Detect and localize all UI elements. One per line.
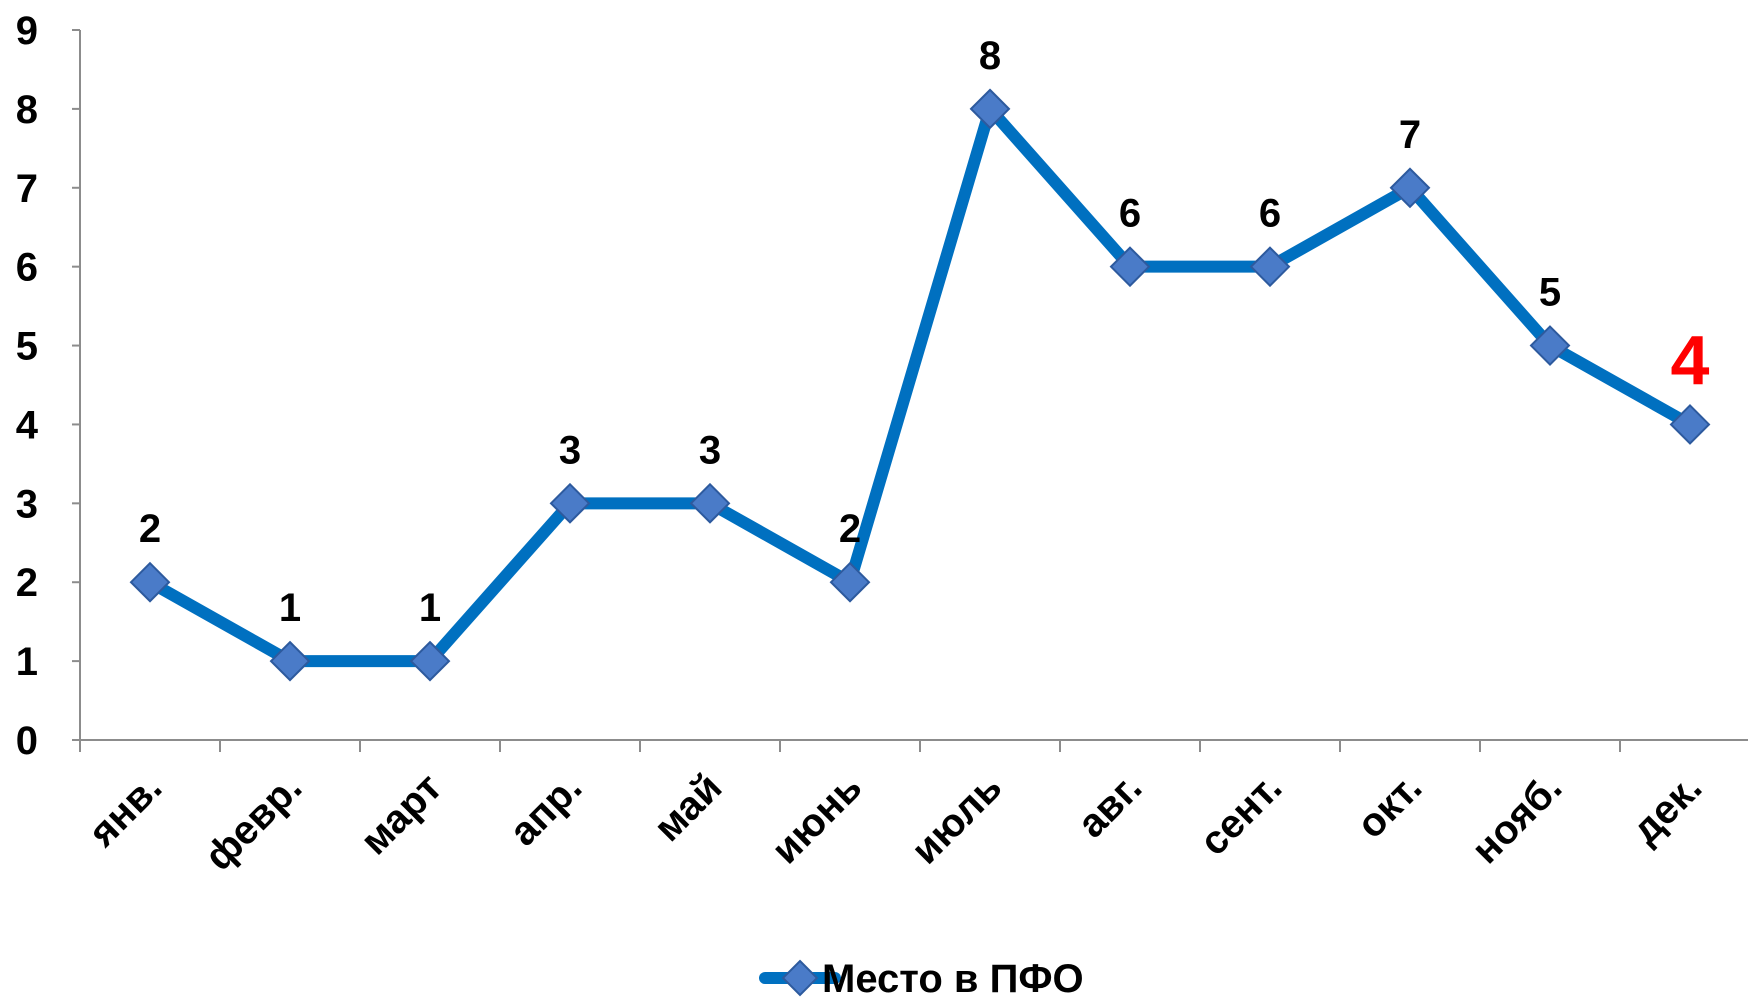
x-tick-label: окт. [1349,765,1431,847]
x-tick-label: июнь [763,765,870,872]
data-point-marker [269,640,311,682]
data-label: 5 [1539,271,1561,315]
y-tick-label: 2 [16,561,38,605]
data-label: 2 [139,507,161,551]
x-tick-label: май [646,765,731,850]
data-point-marker [829,561,871,603]
x-tick-label: сент. [1191,765,1290,864]
data-label: 1 [279,586,301,630]
y-tick-label: 6 [16,246,38,290]
legend-marker-icon [781,959,819,997]
data-label: 3 [699,428,721,472]
data-point-marker [1109,246,1151,288]
y-tick-label: 5 [16,325,38,369]
data-point-marker [409,640,451,682]
data-point-marker [1389,167,1431,209]
legend: Место в ПФО [759,957,1084,997]
data-point-marker [969,88,1011,130]
x-tick-label: нояб. [1463,765,1570,872]
y-tick-label: 0 [16,719,38,763]
data-label: 8 [979,34,1001,78]
y-tick-label: 4 [16,403,39,447]
x-tick-label: март [352,765,450,863]
x-tick-label: февр. [197,765,311,879]
data-label: 4 [1671,321,1710,399]
data-point-marker [689,482,731,524]
x-axis-ticks: янв. февр. март апр. май июнь июль авг. сент. окт… [80,765,1711,879]
x-tick-label: июль [903,765,1010,872]
data-label: 1 [419,586,441,630]
data-label: 3 [559,428,581,472]
data-label: 7 [1399,113,1421,157]
y-tick-label: 8 [16,88,38,132]
data-label: 6 [1259,192,1281,236]
x-axis-tickmarks [79,740,1621,752]
x-tick-label: апр. [501,765,590,854]
y-tick-label: 3 [16,482,38,526]
data-point-marker [1249,246,1291,288]
x-tick-label: янв. [80,765,171,856]
data-markers [129,88,1711,682]
data-labels: 2 1 1 3 3 2 8 6 6 7 5 4 [139,34,1710,630]
data-label: 2 [839,507,861,551]
legend-label: Место в ПФО [822,957,1084,997]
data-label: 6 [1119,192,1141,236]
y-tick-label: 9 [16,9,38,53]
y-axis-ticks: 0 1 2 3 4 5 6 7 8 9 [16,9,80,763]
data-point-marker [549,482,591,524]
y-tick-label: 7 [16,167,38,211]
y-tick-label: 1 [16,640,38,684]
data-point-marker [1529,325,1571,366]
x-tick-label: авг. [1069,765,1150,846]
series-line [144,102,1696,668]
data-point-marker [129,561,171,603]
data-point-marker [1669,404,1711,445]
x-tick-label: дек. [1624,765,1711,852]
